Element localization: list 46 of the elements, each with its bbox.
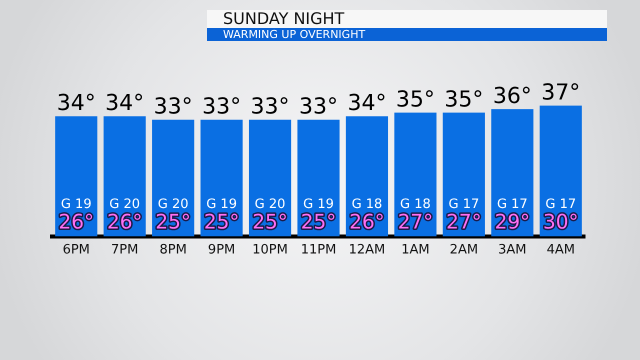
annotation: G 19 <box>60 196 92 212</box>
data-label: 33° <box>202 94 242 120</box>
annotation: 25° <box>155 210 191 234</box>
annotation: 29° <box>494 210 530 234</box>
annotation: 30° <box>543 210 578 234</box>
x-tick-label: 9PM <box>208 242 236 258</box>
data-label: 34° <box>105 90 144 116</box>
annotation: G 20 <box>254 196 286 212</box>
annotation: G 19 <box>206 196 237 212</box>
annotation: 25° <box>204 210 240 234</box>
x-tick-label: 7PM <box>111 242 138 258</box>
data-label: 34° <box>56 90 96 116</box>
x-tick-label: 10PM <box>252 242 288 258</box>
annotation: 26° <box>349 210 385 234</box>
data-label: 36° <box>492 84 532 109</box>
annotation: 27° <box>398 210 434 234</box>
x-tick-label: 8PM <box>159 242 187 258</box>
chart-subtitle: WARMING UP OVERNIGHT <box>207 28 607 41</box>
annotation: G 18 <box>352 196 382 212</box>
x-tick-label: 6PM <box>62 242 90 258</box>
annotation: 27° <box>446 210 482 234</box>
annotation: 25° <box>300 210 336 234</box>
x-tick-label: 11PM <box>300 242 336 258</box>
x-tick-label: 4AM <box>546 242 575 258</box>
data-label: 33° <box>250 94 290 120</box>
annotation: G 20 <box>158 196 189 212</box>
annotation: G 20 <box>109 196 140 212</box>
x-tick-label: 12AM <box>348 242 386 258</box>
data-label: 33° <box>299 94 338 120</box>
annotation: 25° <box>252 210 288 234</box>
data-label: 37° <box>541 80 580 106</box>
annotation: 26° <box>106 210 142 234</box>
annotation: 26° <box>58 210 94 234</box>
annotation: G 19 <box>303 196 334 212</box>
annotation: G 17 <box>496 196 528 212</box>
data-label: 35° <box>444 87 484 112</box>
x-tick-label: 2AM <box>450 242 478 258</box>
x-tick-label: 1AM <box>401 242 430 258</box>
x-tick-label: 3AM <box>498 242 527 258</box>
chart-title: SUNDAY NIGHT <box>207 9 607 28</box>
data-label: 33° <box>154 94 193 120</box>
data-label: 34° <box>347 90 386 116</box>
annotation: G 17 <box>448 196 480 212</box>
annotation: G 17 <box>545 196 576 212</box>
data-label: 35° <box>396 87 435 112</box>
annotation: G 18 <box>400 196 431 212</box>
